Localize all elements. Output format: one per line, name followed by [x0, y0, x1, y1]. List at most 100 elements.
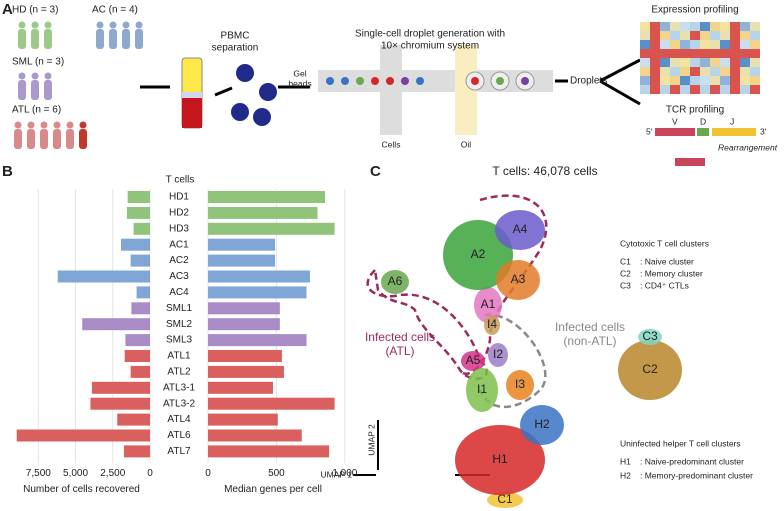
bar: [91, 381, 150, 394]
c-title: T cells: 46,078 cells: [492, 164, 597, 178]
bead: [356, 77, 364, 85]
x-tick-label: 5,000: [63, 468, 88, 479]
bar: [208, 318, 280, 331]
heat-cell: [710, 40, 720, 49]
cluster: [484, 315, 500, 335]
heat-cell: [750, 58, 760, 67]
person: [96, 21, 104, 29]
bar: [123, 445, 150, 458]
heat-cell: [670, 40, 680, 49]
heat-cell: [660, 85, 670, 94]
heat-cell: [640, 49, 650, 58]
group-label: AC (n = 4): [92, 5, 138, 16]
heat-cell: [650, 58, 660, 67]
end: 3′: [760, 126, 767, 136]
person: [135, 29, 143, 49]
heat-cell: [640, 31, 650, 40]
cluster-label: H2: [534, 417, 550, 431]
heat-cell: [740, 58, 750, 67]
category-label: SML2: [166, 319, 193, 330]
droplet-title: Single-cell droplet generation with: [355, 29, 505, 40]
generated: 7,500 5,000 2,500 0 Number of cells recovere…: [14, 21, 760, 508]
oil-channel: [455, 45, 477, 135]
heat-cell: [700, 67, 710, 76]
heat-cell: [680, 31, 690, 40]
category-label: ATL3-1: [163, 382, 195, 393]
heat-cell: [690, 76, 700, 85]
bar: [208, 429, 302, 442]
cluster-label: A4: [513, 222, 528, 236]
person: [14, 129, 22, 149]
cell: [259, 83, 277, 101]
expression-label: Expression profiling: [651, 5, 738, 16]
person: [109, 21, 117, 29]
pbmc-label: separation: [212, 43, 259, 54]
heat-cell: [710, 85, 720, 94]
helper-title: Uninfected helper T cell clusters: [620, 438, 741, 448]
heat-cell: [640, 22, 650, 31]
person: [31, 72, 39, 80]
heat-cell: [750, 76, 760, 85]
cluster-label: A6: [388, 274, 403, 288]
x-tick-label: 7,500: [26, 468, 51, 479]
bar: [133, 222, 150, 235]
bar: [208, 413, 278, 426]
heat-cell: [720, 49, 730, 58]
person: [40, 121, 48, 129]
heat-cell: [750, 31, 760, 40]
heat-cell: [720, 85, 730, 94]
legend-text: : Naive cluster: [640, 256, 694, 266]
person: [18, 29, 26, 49]
end: 5′: [646, 126, 653, 136]
person: [40, 129, 48, 149]
bead: [341, 77, 349, 85]
cluster-label: I3: [515, 377, 525, 391]
heat-cell: [720, 40, 730, 49]
cyto-title: Cytotoxic T cell clusters: [620, 238, 709, 248]
droplet-title: 10× chromium system: [381, 41, 479, 52]
heat-cell: [690, 58, 700, 67]
legend-key: H2: [620, 470, 631, 480]
heat-cell: [670, 31, 680, 40]
bead: [471, 77, 479, 85]
bar: [208, 302, 280, 315]
category-label: SML3: [166, 335, 193, 346]
b-header: T cells: [166, 175, 195, 186]
x-tick-label: 1,000: [332, 468, 357, 479]
cluster-label: C2: [642, 362, 658, 376]
person: [53, 121, 61, 129]
person: [135, 21, 143, 29]
bead: [401, 77, 409, 85]
cluster: [496, 260, 540, 300]
person: [122, 29, 130, 49]
cluster-label: A3: [511, 272, 526, 286]
person: [31, 80, 39, 100]
heat-cell: [740, 85, 750, 94]
bar: [130, 365, 150, 378]
heat-cell: [730, 58, 740, 67]
heat-cell: [740, 67, 750, 76]
atl-label: Infected cells: [365, 330, 435, 344]
cluster: [488, 343, 508, 367]
heat-cell: [680, 67, 690, 76]
person: [79, 121, 87, 129]
cluster: [520, 405, 564, 445]
person: [44, 72, 52, 80]
cluster-label: I4: [487, 317, 497, 331]
heat-cell: [750, 85, 760, 94]
legend-text: : Memory cluster: [640, 268, 703, 278]
heat-cell: [740, 76, 750, 85]
legend-text: : Naive-predominant cluster: [640, 456, 744, 466]
heat-cell: [690, 49, 700, 58]
legend-text: : Memory-predominant cluster: [640, 470, 753, 480]
category-label: AC1: [169, 239, 189, 250]
bar: [208, 286, 307, 299]
person: [79, 129, 87, 149]
bead: [416, 77, 424, 85]
bar: [16, 429, 151, 442]
heat-cell: [670, 67, 680, 76]
cluster: [618, 340, 682, 400]
heat-cell: [710, 76, 720, 85]
bar: [208, 381, 273, 394]
cluster: [474, 287, 502, 323]
